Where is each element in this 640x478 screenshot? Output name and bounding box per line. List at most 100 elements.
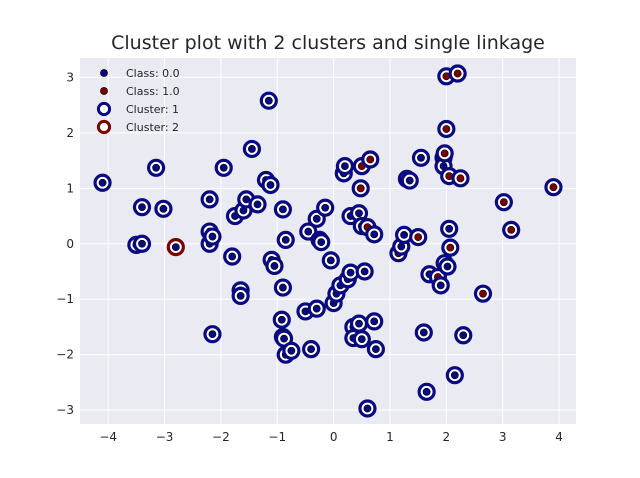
x-tick-label: −3 bbox=[156, 430, 174, 444]
class-dot bbox=[159, 204, 168, 213]
class-dot bbox=[279, 205, 287, 214]
class-dot bbox=[341, 162, 349, 171]
data-point bbox=[417, 382, 436, 401]
class-dot bbox=[366, 155, 375, 164]
data-point bbox=[146, 158, 166, 177]
data-point bbox=[366, 340, 386, 359]
data-point bbox=[448, 64, 467, 83]
class-dot bbox=[253, 200, 262, 209]
data-point bbox=[154, 199, 173, 218]
data-point bbox=[259, 91, 278, 110]
class-dot bbox=[499, 198, 508, 207]
grid-lines bbox=[80, 58, 576, 424]
class-dot bbox=[281, 235, 290, 244]
class-dot bbox=[171, 243, 180, 251]
x-axis-ticks: −4 −3 −2 −1 0 1 2 3 4 bbox=[99, 430, 563, 444]
class-dot bbox=[405, 176, 414, 185]
data-points bbox=[93, 64, 563, 418]
class-dot bbox=[356, 184, 365, 193]
data-point bbox=[231, 286, 250, 305]
y-tick-label: −3 bbox=[56, 403, 74, 417]
data-point bbox=[451, 169, 470, 188]
data-point bbox=[440, 219, 459, 238]
class-dot bbox=[277, 315, 286, 324]
class-dot bbox=[549, 183, 558, 192]
data-point bbox=[203, 325, 222, 344]
data-point bbox=[473, 284, 493, 303]
data-point bbox=[301, 340, 321, 359]
data-point bbox=[132, 198, 152, 217]
data-point bbox=[214, 158, 233, 177]
class-dot bbox=[459, 331, 468, 340]
data-point bbox=[441, 238, 460, 257]
legend-entry: Class: 1.0 bbox=[100, 85, 180, 98]
class-dot bbox=[419, 328, 428, 337]
data-point bbox=[248, 195, 267, 214]
class-dot bbox=[446, 243, 455, 252]
legend-entry: Cluster: 2 bbox=[96, 119, 179, 135]
data-point bbox=[438, 257, 457, 276]
class-dot bbox=[228, 252, 237, 261]
legend-dot-marker bbox=[100, 87, 108, 95]
data-point bbox=[200, 190, 219, 209]
class-dot bbox=[507, 226, 516, 234]
y-axis-ticks: −3 −2 −1 0 1 2 3 bbox=[56, 70, 74, 417]
data-point bbox=[445, 366, 464, 385]
data-point bbox=[273, 200, 293, 219]
data-point bbox=[276, 230, 295, 249]
class-dot bbox=[440, 149, 449, 158]
data-point bbox=[352, 330, 371, 349]
legend-entry: Cluster: 1 bbox=[96, 101, 179, 117]
class-dot bbox=[152, 163, 160, 172]
data-point bbox=[544, 178, 563, 197]
chart-title: Cluster plot with 2 clusters and single … bbox=[111, 32, 545, 54]
data-point bbox=[365, 225, 384, 244]
class-dot bbox=[414, 233, 423, 242]
y-tick-label: 3 bbox=[66, 70, 74, 84]
class-dot bbox=[266, 181, 275, 189]
class-dot bbox=[357, 335, 366, 344]
class-dot bbox=[363, 404, 372, 413]
class-dot bbox=[280, 334, 288, 343]
class-dot bbox=[326, 256, 335, 265]
class-dot bbox=[450, 371, 459, 380]
class-dot bbox=[279, 283, 287, 292]
class-dot bbox=[400, 230, 408, 239]
legend-ring-marker bbox=[96, 119, 112, 135]
x-tick-label: 0 bbox=[330, 430, 338, 444]
class-dot bbox=[242, 195, 251, 204]
data-point bbox=[365, 312, 384, 331]
class-dot bbox=[304, 227, 313, 236]
data-point bbox=[316, 198, 335, 217]
class-dot bbox=[442, 125, 451, 133]
data-point bbox=[349, 314, 369, 333]
class-dot bbox=[138, 239, 146, 248]
legend-ring-marker bbox=[96, 101, 112, 117]
class-dot bbox=[208, 330, 217, 339]
data-point bbox=[494, 193, 513, 212]
x-tick-label: −4 bbox=[99, 430, 117, 444]
legend-label: Cluster: 2 bbox=[126, 121, 179, 134]
y-tick-label: 1 bbox=[66, 181, 74, 195]
class-dot bbox=[270, 262, 279, 270]
class-dot bbox=[208, 232, 217, 241]
data-point bbox=[272, 310, 291, 329]
class-dot bbox=[355, 319, 363, 328]
y-tick-label: 2 bbox=[66, 126, 74, 140]
legend-label: Cluster: 1 bbox=[126, 103, 179, 116]
data-point bbox=[321, 251, 340, 270]
data-point bbox=[411, 148, 431, 167]
class-dot bbox=[219, 163, 228, 172]
data-point bbox=[166, 238, 185, 257]
data-point bbox=[282, 341, 301, 360]
x-tick-label: 2 bbox=[443, 430, 451, 444]
class-dot bbox=[479, 289, 487, 298]
data-point bbox=[351, 179, 370, 198]
data-point bbox=[223, 247, 242, 266]
y-tick-label: 0 bbox=[66, 237, 74, 251]
data-point bbox=[93, 173, 112, 192]
data-point bbox=[261, 175, 280, 195]
class-dot bbox=[138, 203, 146, 212]
class-dot bbox=[312, 304, 321, 313]
data-point bbox=[307, 299, 326, 318]
